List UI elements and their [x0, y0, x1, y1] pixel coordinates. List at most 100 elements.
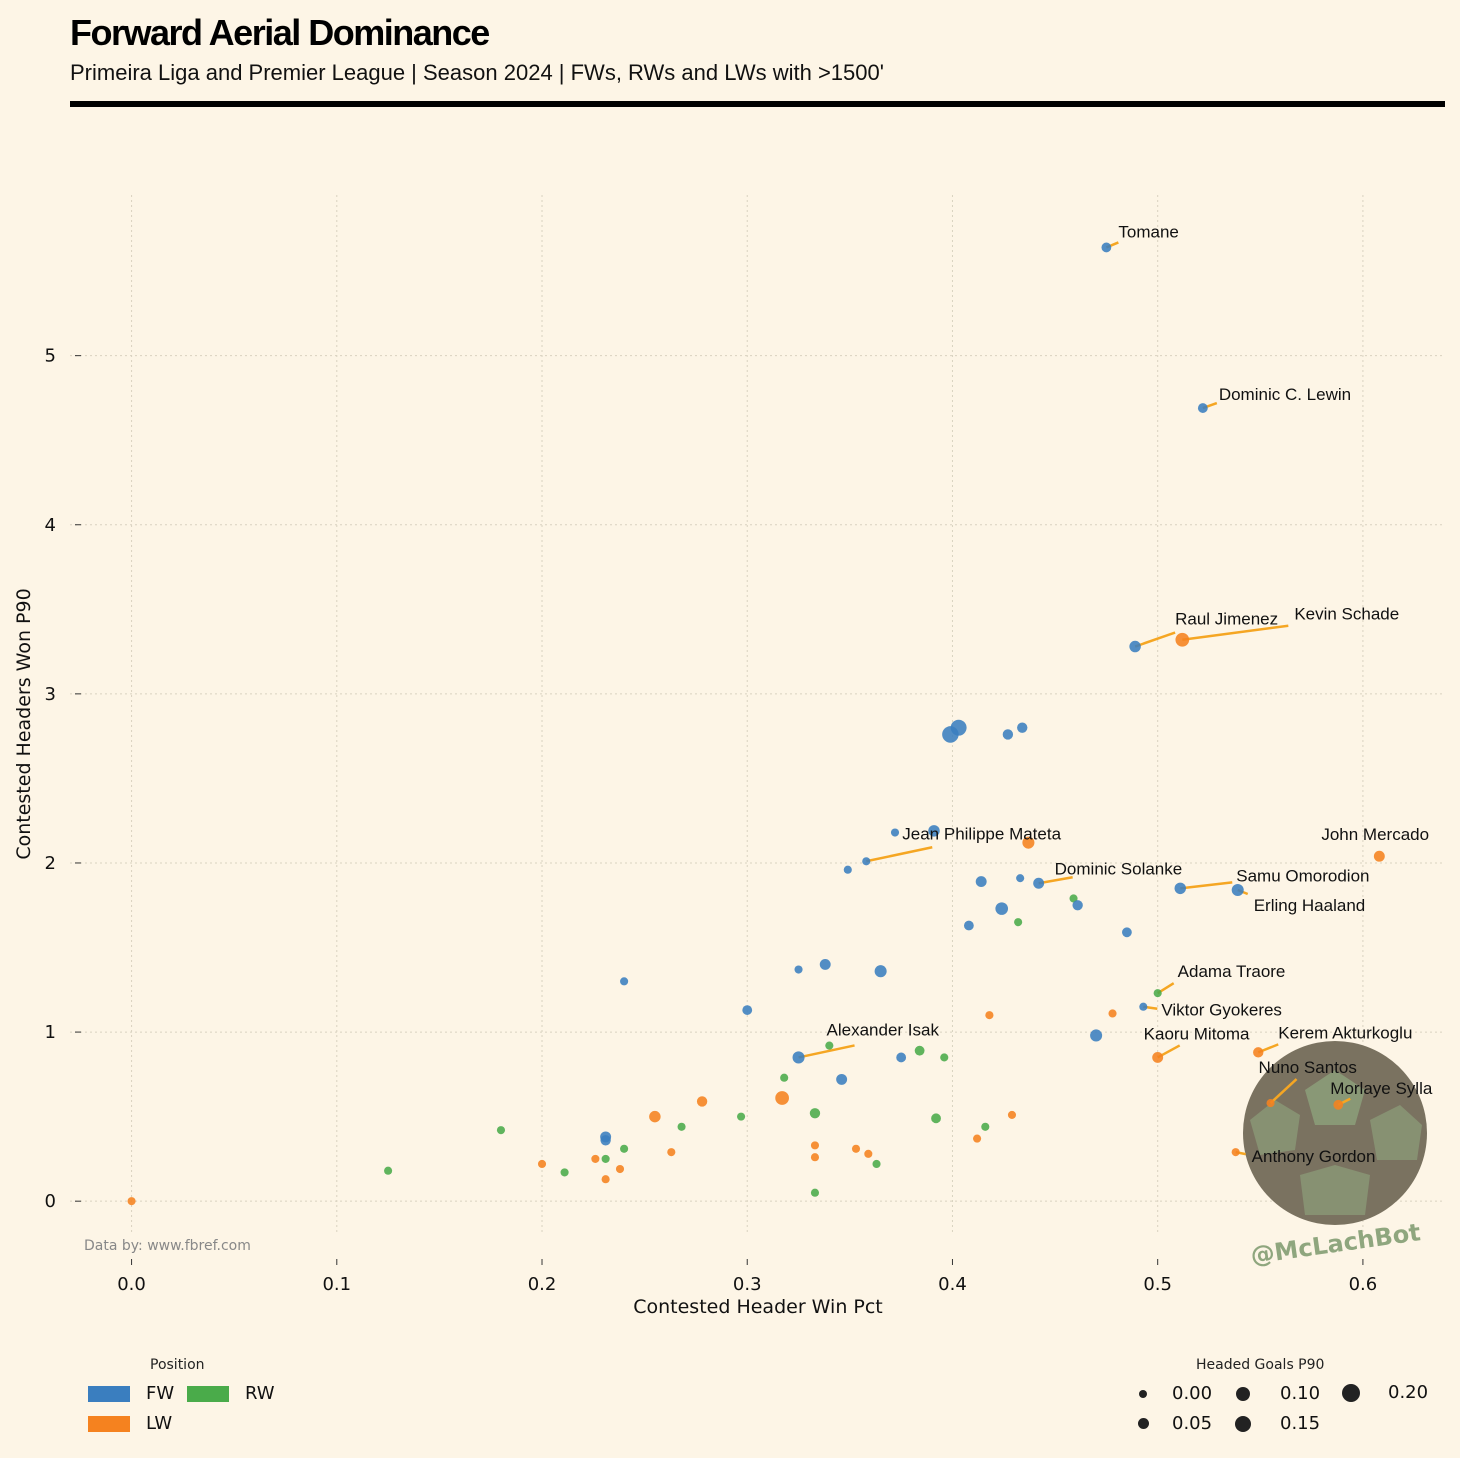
- data-point: [1253, 1047, 1264, 1058]
- data-point: [810, 1188, 820, 1197]
- data-point: [809, 1108, 821, 1119]
- data-point: [1002, 729, 1014, 740]
- data-point: [872, 1159, 881, 1169]
- data-point: [496, 1126, 506, 1135]
- data-point: [985, 1011, 994, 1020]
- data-point: [810, 1153, 820, 1162]
- annotation-leader: [1134, 631, 1176, 648]
- data-point: [942, 726, 959, 743]
- point-label: Alexander Isak: [827, 1020, 940, 1039]
- legend-label-lw: LW: [146, 1413, 173, 1434]
- data-point: [836, 1073, 848, 1085]
- point-label: Kevin Schade: [1294, 605, 1399, 624]
- data-point: [1022, 836, 1035, 849]
- data-point: [696, 1096, 708, 1107]
- point-label: Samu Omorodion: [1236, 866, 1369, 885]
- data-point: [864, 1149, 873, 1158]
- size-legend-label: 0.15: [1280, 1413, 1321, 1434]
- data-point: [560, 1168, 569, 1177]
- data-point: [1175, 632, 1190, 647]
- data-point: [794, 965, 803, 974]
- size-legend-label: 0.00: [1172, 1383, 1213, 1404]
- size-legend-item: 0.15: [1228, 1413, 1320, 1434]
- size-legend-item: 0.20: [1336, 1382, 1428, 1403]
- data-point: [1129, 640, 1141, 653]
- data-point: [928, 825, 940, 837]
- x-tick-label: 0.0: [117, 1274, 146, 1295]
- data-point: [1373, 850, 1385, 862]
- data-point: [1197, 403, 1208, 413]
- point-label: Dominic Solanke: [1055, 859, 1183, 878]
- data-point: [1016, 874, 1025, 883]
- legend-label-fw: FW: [146, 1383, 175, 1404]
- data-point: [975, 876, 987, 888]
- data-point: [1108, 1009, 1117, 1018]
- data-point: [677, 1122, 686, 1131]
- x-tick-label: 0.4: [938, 1274, 967, 1295]
- data-point: [1014, 918, 1023, 927]
- legend-swatch-lw: [88, 1415, 130, 1432]
- axis-ticks: 0.0 0.1 0.2 0.3 0.4 0.5 0.6 0 1 2 3 4 5: [45, 346, 1378, 1295]
- data-point: [601, 1175, 610, 1184]
- data-point: [384, 1166, 393, 1175]
- x-tick-label: 0.1: [322, 1274, 351, 1295]
- annotation-leader: [798, 1044, 855, 1059]
- size-legend-label: 0.05: [1172, 1413, 1213, 1434]
- data-point: [620, 977, 629, 986]
- chart-subtitle: Primeira Liga and Premier League | Seaso…: [70, 60, 884, 85]
- data-point: [667, 1148, 676, 1157]
- data-credit: Data by: www.fbref.com: [84, 1238, 251, 1254]
- point-label: Jean Philippe Mateta: [902, 824, 1061, 843]
- point-label: Raul Jimenez: [1175, 610, 1278, 629]
- watermark-text: @McLachBot: [1249, 1218, 1422, 1270]
- data-point: [1266, 1099, 1275, 1108]
- data-point: [1101, 242, 1112, 253]
- watermark-hexagon: [1250, 1100, 1300, 1155]
- position-legend-title: Position: [150, 1357, 205, 1373]
- data-point: [890, 828, 900, 837]
- point-label: Kerem Akturkoglu: [1278, 1023, 1412, 1042]
- size-dot: [1342, 1383, 1360, 1402]
- data-point: [537, 1159, 547, 1169]
- y-tick-label: 5: [45, 346, 56, 367]
- data-point: [874, 965, 887, 978]
- data-point: [1333, 1099, 1344, 1110]
- data-point: [127, 1197, 136, 1206]
- legend-swatch-fw: [88, 1385, 130, 1402]
- data-point: [620, 1144, 629, 1153]
- data-point: [1122, 927, 1132, 938]
- data-point: [615, 1164, 625, 1174]
- legend-item-lw: LW: [88, 1413, 172, 1434]
- point-label: Tomane: [1118, 222, 1178, 241]
- point-label: Anthony Gordon: [1252, 1147, 1376, 1166]
- size-legend-title: Headed Goals P90: [1196, 1357, 1325, 1373]
- size-dot: [1139, 1389, 1147, 1398]
- data-point: [810, 1141, 820, 1150]
- size-legend-item: 0.00: [1128, 1383, 1212, 1404]
- watermark-hexagon: [1370, 1105, 1422, 1160]
- x-tick-label: 0.2: [528, 1274, 557, 1295]
- point-label: Kaoru Mitoma: [1144, 1024, 1250, 1043]
- data-point: [1017, 722, 1028, 733]
- annotation-leader: [1182, 624, 1289, 641]
- data-point: [1033, 877, 1045, 889]
- data-point: [780, 1073, 789, 1082]
- y-axis-label: Contested Headers Won P90: [13, 588, 35, 859]
- y-tick-label: 1: [45, 1022, 56, 1043]
- data-point: [843, 865, 852, 874]
- grid-lines: [70, 195, 1445, 1235]
- y-tick-label: 0: [45, 1191, 56, 1212]
- data-point: [1007, 1110, 1017, 1119]
- data-point: [963, 920, 974, 931]
- chart-title: Forward Aerial Dominance: [70, 12, 490, 53]
- data-point: [649, 1110, 661, 1123]
- legend-item-rw: RW: [187, 1383, 275, 1404]
- data-point: [995, 902, 1009, 915]
- size-legend-item: 0.05: [1128, 1413, 1212, 1434]
- watermark-hexagon: [1305, 1070, 1365, 1125]
- x-tick-label: 0.5: [1143, 1274, 1172, 1295]
- point-label: Nuno Santos: [1259, 1058, 1357, 1077]
- annotation-leader: [1269, 1078, 1298, 1105]
- annotation-leader: [1180, 881, 1233, 890]
